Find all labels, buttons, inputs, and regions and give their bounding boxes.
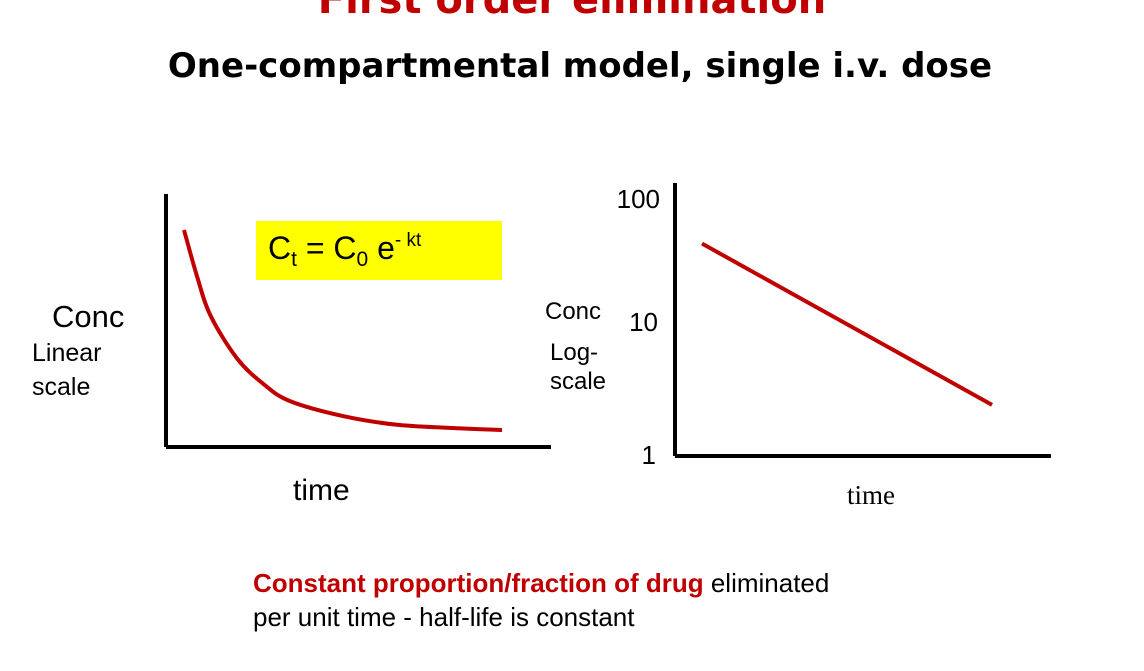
caption-line2: per unit time - half-life is constant <box>253 602 635 632</box>
caption-highlight: Constant proportion/fraction of drug <box>253 568 704 598</box>
formula-highlight <box>256 221 502 280</box>
log-ylabel-conc: Conc <box>545 298 602 325</box>
linear-xlabel: time <box>293 474 350 507</box>
log-tick-label: 1 <box>641 440 656 470</box>
linear-ylabel-linear: Linear <box>32 339 102 367</box>
log-xlabel: time <box>847 480 895 510</box>
log-tick-label: 100 <box>616 184 660 214</box>
slide-subtitle: One-compartmental model, single i.v. dos… <box>167 46 993 86</box>
log-chart <box>673 183 1051 458</box>
log-series-line <box>701 241 993 407</box>
slide-title: First order elimination <box>317 0 827 23</box>
linear-ylabel-conc: Conc <box>52 299 125 334</box>
caption: Constant proportion/fraction of drug eli… <box>253 566 829 634</box>
linear-chart <box>164 194 551 449</box>
linear-ylabel-scale: scale <box>32 373 91 401</box>
log-ylabel-scale: scale <box>550 368 607 395</box>
caption-rest: eliminated <box>703 568 830 598</box>
log-ylabel-log: Log- <box>550 339 599 366</box>
linear-series-line <box>182 229 503 432</box>
log-tick-label: 10 <box>629 307 658 337</box>
elimination-formula: Ct = C0 e- kt <box>268 230 422 271</box>
